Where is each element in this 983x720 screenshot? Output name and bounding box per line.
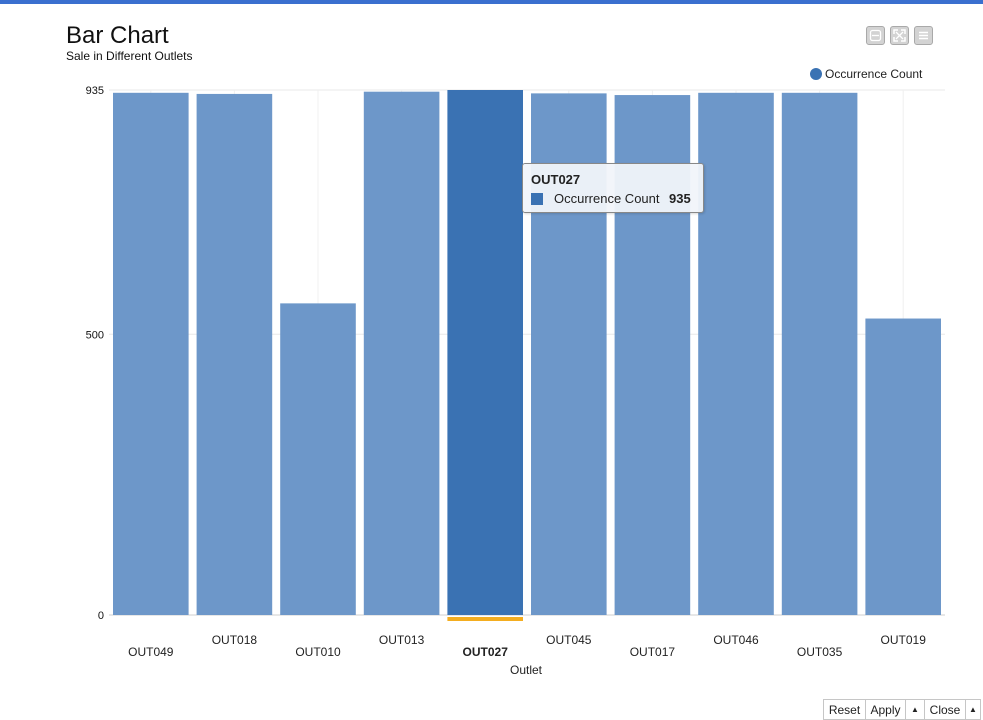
x-tick-label: OUT018	[212, 633, 258, 647]
chart-title: Bar Chart	[66, 22, 169, 49]
bar-out035[interactable]	[781, 92, 858, 615]
tooltip: OUT027 Occurrence Count 935	[522, 163, 704, 213]
selection-marker	[447, 617, 523, 621]
legend-label: Occurrence Count	[825, 67, 923, 81]
close-button[interactable]: Close	[924, 699, 966, 720]
legend-dot	[810, 68, 822, 80]
y-tick-label: 935	[86, 85, 104, 97]
x-tick-label: OUT017	[630, 645, 676, 659]
x-tick-label: OUT013	[379, 633, 425, 647]
apply-button[interactable]: Apply	[865, 699, 906, 720]
bar-out027[interactable]	[447, 90, 523, 615]
x-tick-label: OUT049	[128, 645, 174, 659]
chart-legend[interactable]: Occurrence Count	[810, 67, 922, 81]
bar-out013[interactable]	[363, 91, 440, 615]
tooltip-series: Occurrence Count	[554, 191, 660, 206]
minimize-button[interactable]	[866, 26, 885, 45]
reset-button[interactable]: Reset	[823, 699, 866, 720]
x-tick-label: OUT046	[713, 633, 759, 647]
x-tick-label: OUT045	[546, 633, 592, 647]
fullscreen-icon	[893, 29, 906, 42]
bar-out046[interactable]	[698, 92, 774, 615]
menu-icon	[919, 31, 928, 40]
menu-button[interactable]	[914, 26, 933, 45]
x-tick-label: OUT010	[295, 645, 341, 659]
tooltip-category: OUT027	[531, 172, 581, 187]
bar-out018[interactable]	[196, 93, 273, 615]
bar-out049[interactable]	[113, 92, 189, 615]
bar-out019[interactable]	[865, 318, 941, 615]
tooltip-value: 935	[669, 191, 691, 206]
x-tick-label: OUT027	[463, 645, 509, 659]
y-tick-label: 500	[86, 329, 104, 341]
top-accent-bar	[0, 0, 983, 4]
collapse-arrow-button-2[interactable]: ▲	[965, 699, 981, 720]
tooltip-swatch	[531, 193, 543, 205]
footer-toolbar: Reset Apply ▲ Close ▲	[823, 699, 981, 720]
minimize-icon	[869, 29, 882, 42]
x-axis-label: Outlet	[510, 663, 543, 677]
chart-subtitle: Sale in Different Outlets	[66, 49, 193, 63]
fullscreen-button[interactable]	[890, 26, 909, 45]
bar-out010[interactable]	[280, 303, 356, 615]
x-tick-label: OUT035	[797, 645, 843, 659]
collapse-arrow-button[interactable]: ▲	[905, 699, 925, 720]
x-tick-label: OUT019	[881, 633, 927, 647]
y-tick-label: 0	[98, 610, 104, 622]
